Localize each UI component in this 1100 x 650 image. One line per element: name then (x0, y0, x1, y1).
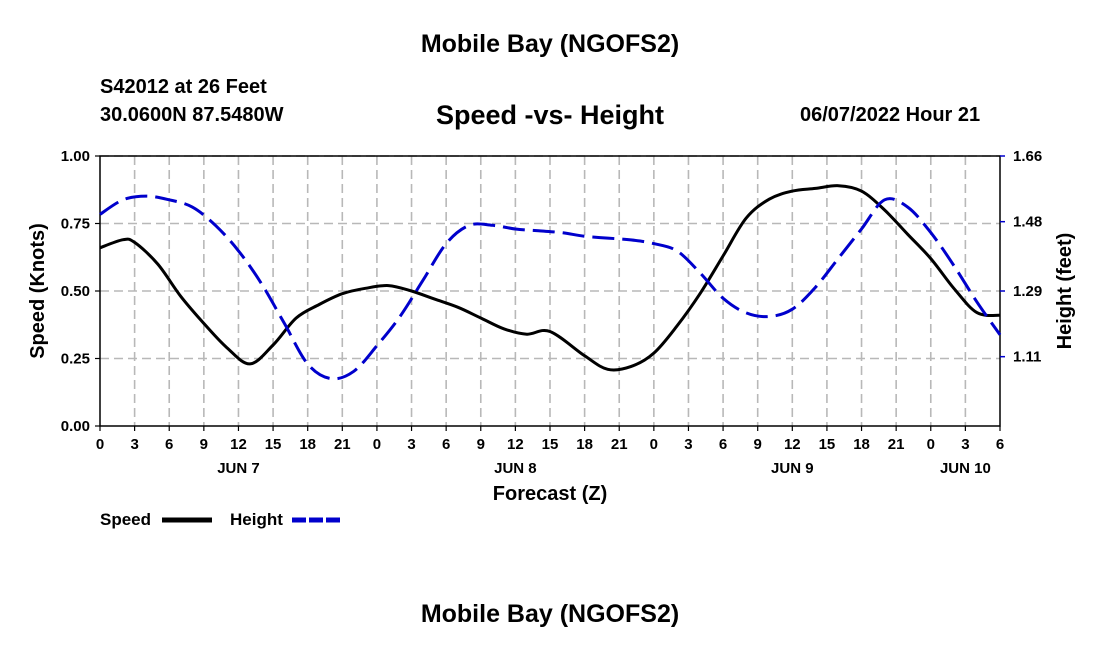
x-tick-label: 6 (442, 436, 450, 453)
main-title: Mobile Bay (NGOFS2) (420, 30, 680, 58)
x-tick-label: 0 (373, 436, 381, 453)
x-tick-label: 18 (299, 436, 316, 453)
x-tick-label: 6 (996, 436, 1004, 453)
x-tick-label: 0 (927, 436, 935, 453)
x-day-label: JUN 8 (494, 460, 537, 477)
x-tick-label: 21 (888, 436, 905, 453)
x-day-label: JUN 10 (940, 460, 991, 477)
y2-tick-label: 1.29 (1013, 283, 1042, 300)
y-tick-label: 0.25 (61, 351, 90, 368)
y2-tick-label: 1.48 (1013, 214, 1042, 231)
footer-title: Mobile Bay (NGOFS2) (420, 600, 680, 628)
x-tick-label: 6 (165, 436, 173, 453)
x-tick-label: 12 (507, 436, 524, 453)
y2-axis-title: Height (feet) (1054, 233, 1076, 350)
x-tick-label: 0 (650, 436, 658, 453)
forecast-date: 06/07/2022 Hour 21 (800, 104, 981, 126)
x-tick-label: 21 (334, 436, 351, 453)
x-tick-label: 0 (96, 436, 104, 453)
y-tick-label: 0.50 (61, 283, 90, 300)
x-day-label: JUN 9 (771, 460, 814, 477)
x-tick-label: 12 (230, 436, 247, 453)
x-tick-label: 18 (853, 436, 870, 453)
legend-label-speed: Speed (100, 510, 151, 529)
y-tick-label: 0.00 (61, 418, 90, 435)
x-tick-label: 15 (819, 436, 836, 453)
y2-tick-label: 1.11 (1013, 349, 1041, 366)
station-label: S42012 at 26 Feet (100, 76, 267, 98)
x-tick-label: 21 (611, 436, 628, 453)
chart-subtitle: Speed -vs- Height (435, 100, 665, 130)
y-tick-label: 0.75 (61, 216, 90, 233)
y2-tick-label: 1.66 (1013, 148, 1042, 165)
series-line-height (99, 194, 1002, 381)
x-axis-title: Forecast (Z) (493, 483, 607, 505)
x-tick-label: 12 (784, 436, 801, 453)
y-tick-label: 1.00 (61, 148, 90, 165)
x-tick-label: 18 (576, 436, 593, 453)
x-tick-label: 6 (719, 436, 727, 453)
x-tick-label: 15 (265, 436, 282, 453)
series-line-speed (99, 184, 1001, 372)
x-tick-label: 3 (684, 436, 692, 453)
coordinates-label: 30.0600N 87.5480W (100, 104, 284, 126)
x-tick-label: 9 (754, 436, 762, 453)
legend-label-height: Height (230, 510, 283, 529)
x-tick-label: 3 (407, 436, 415, 453)
x-tick-label: 3 (130, 436, 138, 453)
x-tick-label: 15 (542, 436, 559, 453)
x-tick-label: 3 (961, 436, 969, 453)
y-axis-title: Speed (Knots) (27, 223, 49, 359)
x-tick-label: 9 (200, 436, 208, 453)
x-day-label: JUN 7 (217, 460, 260, 477)
x-tick-label: 9 (477, 436, 485, 453)
